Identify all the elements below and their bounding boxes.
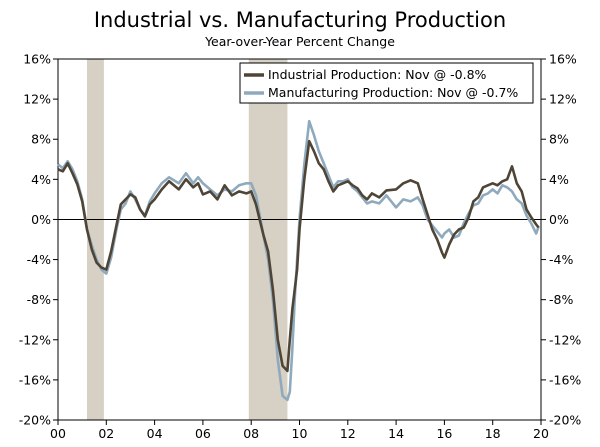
recession-bands <box>86 59 288 420</box>
left-y-axis: 16% 12% 8% 4% 0% -4% -8% -12% -16% -20% <box>19 52 58 428</box>
right-tick-label: -4% <box>549 252 573 267</box>
x-tick-label: 06 <box>195 426 211 441</box>
right-tick-label: 0% <box>549 212 569 227</box>
left-tick-label: 16% <box>23 52 51 67</box>
series-lines <box>57 119 540 402</box>
recession-band-0 <box>86 59 104 420</box>
x-tick-label: 00 <box>50 426 66 441</box>
chart-title: Industrial vs. Manufacturing Production <box>94 8 506 32</box>
x-tick-label: 20 <box>533 426 549 441</box>
chart-subtitle: Year-over-Year Percent Change <box>204 34 395 49</box>
left-tick-label: -12% <box>19 332 51 347</box>
right-tick-label: 16% <box>549 52 577 67</box>
left-tick-label: 4% <box>31 172 51 187</box>
right-tick-label: -8% <box>549 292 573 307</box>
legend-box <box>239 62 534 104</box>
right-tick-label: 12% <box>549 92 577 107</box>
legend-label-industrial: Industrial Production: Nov @ -0.8% <box>268 67 487 82</box>
right-tick-label: 8% <box>549 132 569 147</box>
x-tick-label: 14 <box>388 426 404 441</box>
x-tick-label: 02 <box>98 426 114 441</box>
right-tick-label: -20% <box>549 413 581 428</box>
left-tick-label: -8% <box>27 292 51 307</box>
left-tick-label: 12% <box>23 92 51 107</box>
right-tick-label: 4% <box>549 172 569 187</box>
left-tick-label: 0% <box>31 212 51 227</box>
left-tick-label: -4% <box>27 252 51 267</box>
right-y-axis: 16% 12% 8% 4% 0% -4% -8% -12% -16% -20% <box>541 52 581 428</box>
x-tick-label: 12 <box>340 426 356 441</box>
industrial-production-line <box>57 139 540 373</box>
left-tick-label: -16% <box>19 372 51 387</box>
x-axis: 00 02 04 06 08 10 12 14 16 18 20 <box>50 420 549 441</box>
x-tick-label: 10 <box>292 426 308 441</box>
legend-label-manufacturing: Manufacturing Production: Nov @ -0.7% <box>268 85 518 100</box>
x-tick-label: 16 <box>436 426 452 441</box>
left-tick-label: 8% <box>31 132 51 147</box>
legend: Industrial Production: Nov @ -0.8% Manuf… <box>239 62 534 104</box>
x-tick-label: 04 <box>147 426 163 441</box>
right-tick-label: -16% <box>549 372 581 387</box>
right-tick-label: -12% <box>549 332 581 347</box>
x-tick-label: 08 <box>243 426 259 441</box>
left-tick-label: -20% <box>19 413 51 428</box>
x-tick-label: 18 <box>485 426 501 441</box>
